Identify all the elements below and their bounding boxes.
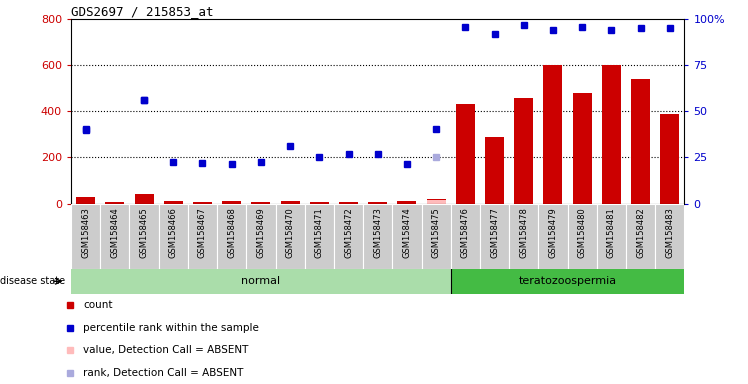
Text: GSM158466: GSM158466 [169,207,178,258]
Bar [363,204,393,269]
Bar [71,269,451,294]
Bar [193,202,212,204]
Text: percentile rank within the sample: percentile rank within the sample [83,323,259,333]
Bar [660,114,679,204]
Text: GSM158463: GSM158463 [82,207,91,258]
Bar [246,204,275,269]
Bar [251,202,271,204]
Bar [544,65,562,204]
Bar [568,204,597,269]
Bar [129,204,159,269]
Bar [397,201,417,204]
Bar [539,204,568,269]
Bar [368,202,387,204]
Bar [655,204,684,269]
Bar [164,201,183,204]
Text: GSM158470: GSM158470 [286,207,295,258]
Bar [626,204,655,269]
Bar [188,204,217,269]
Text: teratozoospermia: teratozoospermia [518,276,616,286]
Bar [426,199,446,204]
Text: GSM158480: GSM158480 [577,207,586,258]
Bar [304,204,334,269]
Bar [485,137,504,204]
Text: GSM158478: GSM158478 [519,207,528,258]
Bar [573,93,592,204]
Bar [334,204,363,269]
Text: disease state: disease state [0,276,65,286]
Text: GSM158469: GSM158469 [257,207,266,258]
Bar [339,202,358,204]
Bar [310,202,329,204]
Bar [275,204,304,269]
Bar [393,204,422,269]
Bar [480,204,509,269]
Text: normal: normal [242,276,280,286]
Bar [631,79,650,204]
Bar [135,194,153,204]
Bar [509,204,539,269]
Bar [100,204,129,269]
Bar [456,104,475,204]
Text: GSM158476: GSM158476 [461,207,470,258]
Bar [76,197,95,204]
Text: GSM158475: GSM158475 [432,207,441,258]
Text: rank, Detection Call = ABSENT: rank, Detection Call = ABSENT [83,368,243,378]
Text: GSM158464: GSM158464 [111,207,120,258]
Bar [105,202,124,204]
Bar [451,204,480,269]
Text: GSM158474: GSM158474 [402,207,411,258]
Text: GSM158473: GSM158473 [373,207,382,258]
Text: GSM158477: GSM158477 [490,207,499,258]
Bar [422,204,451,269]
Text: GSM158481: GSM158481 [607,207,616,258]
Bar [159,204,188,269]
Text: GSM158471: GSM158471 [315,207,324,258]
Text: GSM158467: GSM158467 [198,207,207,258]
Bar [602,65,621,204]
Bar [280,201,300,204]
Bar [515,98,533,204]
Text: count: count [83,300,112,310]
Text: value, Detection Call = ABSENT: value, Detection Call = ABSENT [83,345,248,355]
Bar [451,269,684,294]
Text: GSM158483: GSM158483 [665,207,674,258]
Bar [222,201,241,204]
Bar [71,204,100,269]
Text: GSM158482: GSM158482 [636,207,645,258]
Bar [217,204,246,269]
Text: GSM158472: GSM158472 [344,207,353,258]
Bar [597,204,626,269]
Text: GSM158468: GSM158468 [227,207,236,258]
Text: GDS2697 / 215853_at: GDS2697 / 215853_at [71,5,214,18]
Bar [426,200,446,204]
Text: GSM158479: GSM158479 [548,207,557,258]
Text: GSM158465: GSM158465 [140,207,149,258]
